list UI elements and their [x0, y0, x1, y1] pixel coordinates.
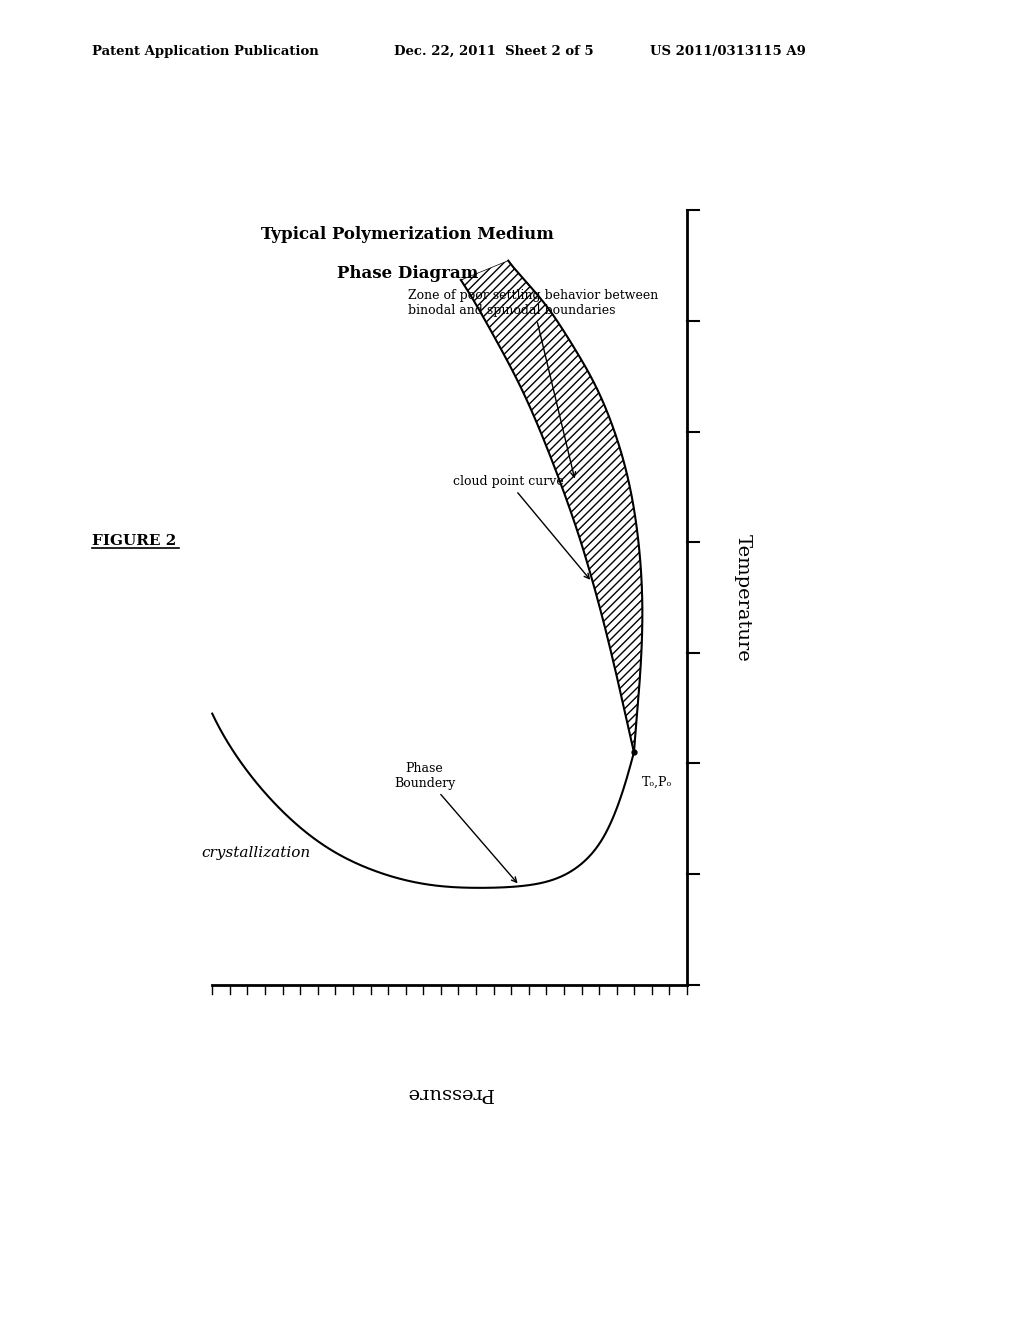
Text: Phase Diagram: Phase Diagram [337, 264, 478, 281]
Text: US 2011/0313115 A9: US 2011/0313115 A9 [650, 45, 806, 58]
Polygon shape [461, 260, 642, 752]
Text: Tₒ,Pₒ: Tₒ,Pₒ [642, 776, 673, 788]
Text: Dec. 22, 2011  Sheet 2 of 5: Dec. 22, 2011 Sheet 2 of 5 [394, 45, 594, 58]
Text: Typical Polymerization Medium: Typical Polymerization Medium [261, 226, 554, 243]
Text: Pressure: Pressure [406, 1084, 494, 1102]
Text: Patent Application Publication: Patent Application Publication [92, 45, 318, 58]
Text: FIGURE 2: FIGURE 2 [92, 533, 176, 548]
Text: crystallization: crystallization [201, 846, 310, 861]
Text: Phase
Boundery: Phase Boundery [394, 762, 517, 882]
Text: Temperature: Temperature [734, 533, 752, 661]
Text: Zone of poor settling behavior between
binodal and spinodal boundaries: Zone of poor settling behavior between b… [408, 289, 658, 477]
Text: cloud point curve: cloud point curve [453, 475, 589, 578]
